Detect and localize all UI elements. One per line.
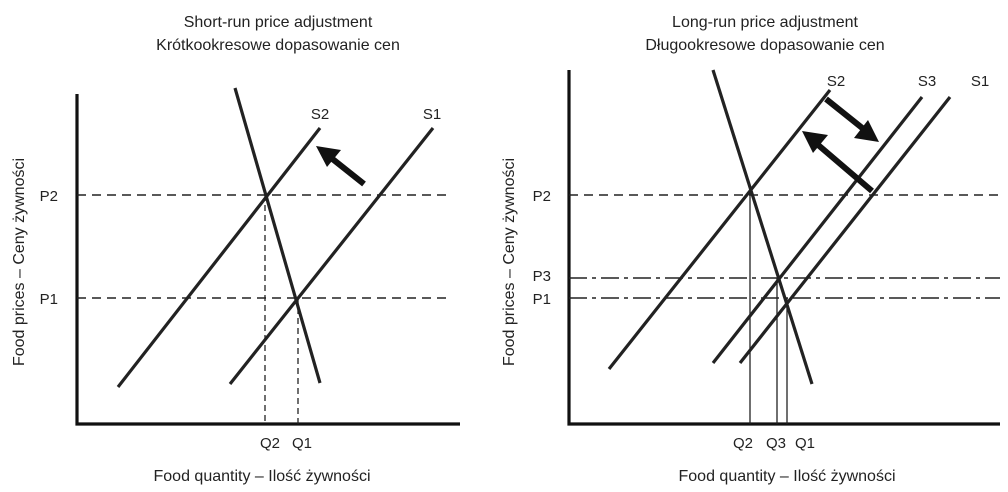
right-shift-right-arrow [824, 96, 868, 134]
right-s1-label: S1 [971, 73, 989, 90]
right-shift-left-arrowhead [802, 131, 828, 153]
left-title-line2: Krótkookresowe dopasowanie cen [156, 37, 400, 54]
left-q1-label: Q1 [292, 435, 312, 452]
left-shift-arrowhead [316, 146, 341, 167]
right-axes [567, 70, 1000, 426]
left-p1-label: P1 [40, 291, 58, 308]
left-axes [75, 94, 460, 426]
right-title-line1: Long-run price adjustment [672, 14, 858, 31]
right-s2-curve [607, 89, 832, 370]
right-title-line2: Długookresowe dopasowanie cen [645, 37, 884, 54]
right-s2-label: S2 [827, 73, 845, 90]
short-run-diagram: Short-run price adjustment Krótkookresow… [11, 14, 460, 485]
right-s1-curve [738, 96, 952, 364]
right-q2-label: Q2 [733, 435, 753, 452]
right-shift-left-arrow [815, 141, 874, 194]
left-y-axis-label: Food prices – Ceny żywności [11, 158, 28, 366]
right-p1-label: P1 [533, 291, 551, 308]
right-p2-label: P2 [533, 188, 551, 205]
right-shift-right-arrowhead [854, 120, 879, 142]
left-demand-curve [233, 87, 322, 384]
left-s1-label: S1 [423, 106, 441, 123]
right-q1-label: Q1 [795, 435, 815, 452]
right-q3-label: Q3 [766, 435, 786, 452]
right-s3-curve [711, 96, 924, 364]
right-demand-curve [711, 69, 814, 385]
right-x-axis-label: Food quantity – Ilość żywności [679, 468, 896, 485]
left-shift-arrow [328, 154, 366, 187]
left-s2-curve [116, 127, 322, 388]
left-p2-label: P2 [40, 188, 58, 205]
long-run-diagram: Long-run price adjustment Długookresowe … [501, 14, 1000, 485]
right-p3-label: P3 [533, 268, 551, 285]
left-title-line1: Short-run price adjustment [184, 14, 373, 31]
right-y-axis-label: Food prices – Ceny żywności [501, 158, 518, 366]
left-s1-curve [228, 127, 435, 385]
left-q2-label: Q2 [260, 435, 280, 452]
left-x-axis-label: Food quantity – Ilość żywności [154, 468, 371, 485]
left-s2-label: S2 [311, 106, 329, 123]
right-s3-label: S3 [918, 73, 936, 90]
